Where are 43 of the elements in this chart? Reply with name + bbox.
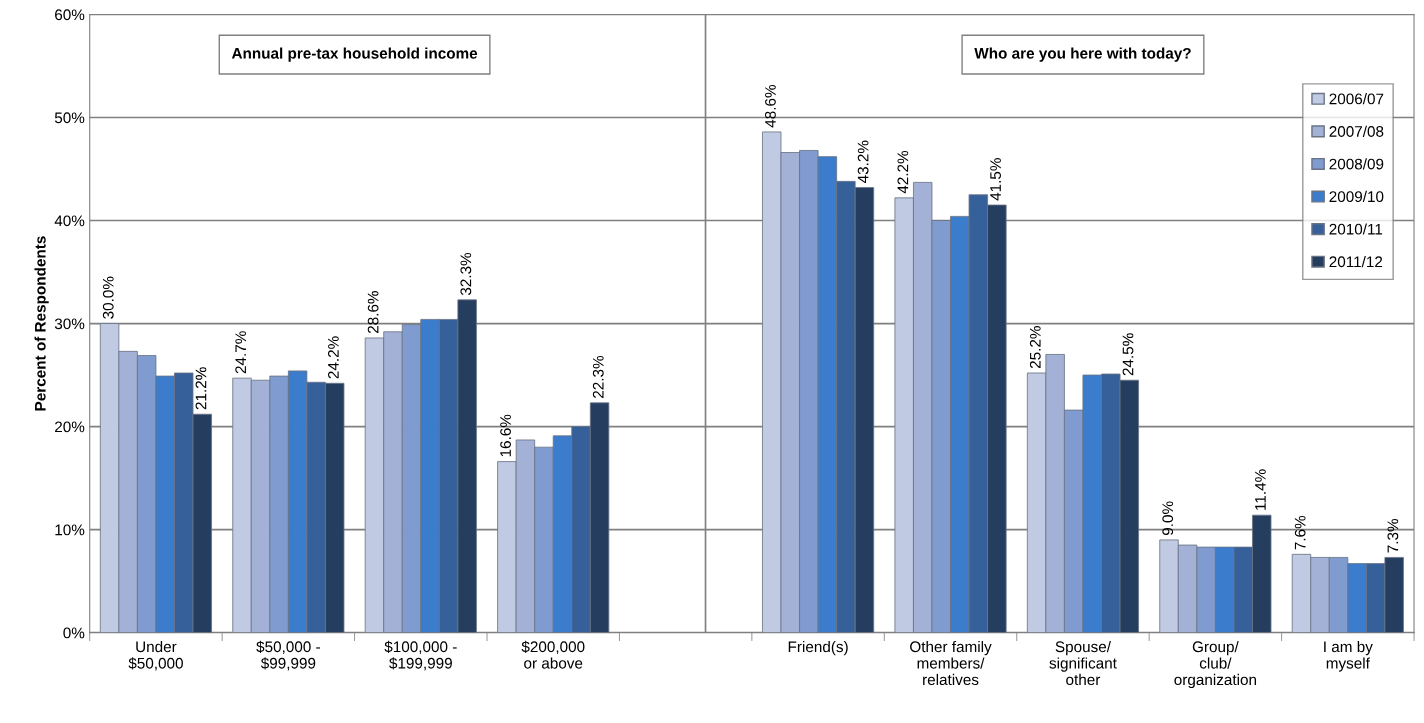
y-tick-label: 60%	[55, 9, 85, 21]
y-tick-label: 40%	[54, 215, 85, 227]
data-label: 42.2%	[897, 150, 909, 194]
data-label: 7.3%	[1387, 518, 1399, 553]
data-label: 16.6%	[500, 414, 511, 457]
x-tick-label: I am by myself	[1324, 640, 1373, 672]
data-label: 30.0%	[102, 276, 114, 319]
data-label: 24.7%	[235, 331, 247, 374]
data-label: 22.3%	[592, 355, 604, 398]
x-tick-label: Friend(s)	[788, 640, 848, 656]
y-tick-label: 30%	[54, 318, 85, 330]
data-label: 28.6%	[367, 291, 379, 334]
annotation: Annual pre-tax household income	[231, 47, 478, 62]
legend-label: 2007/08	[1329, 125, 1384, 137]
data-label: 25.2%	[1029, 326, 1041, 369]
x-tick-label: $200,000 or above	[521, 640, 585, 669]
data-label: 43.2%	[857, 140, 869, 184]
legend-label: 2011/12	[1329, 255, 1383, 268]
x-tick-label: Group/ club/ organization	[1174, 640, 1257, 689]
data-label: 9.0%	[1162, 501, 1174, 536]
data-label: 32.3%	[460, 252, 472, 296]
x-tick-label: Other family members/ relatives	[910, 640, 992, 686]
data-label: 7.6%	[1294, 515, 1306, 550]
legend-label: 2008/09	[1329, 158, 1384, 170]
legend-label: 2006/07	[1329, 93, 1384, 105]
y-axis-title: Percent of Respondents	[34, 236, 49, 411]
annotation: Who are you here with today?	[974, 47, 1191, 62]
x-tick-label: $100,000 - $199,999	[384, 640, 457, 671]
x-tick-label: $50,000 - $99,999	[256, 640, 320, 671]
y-tick-label: 10%	[55, 524, 85, 536]
data-label: 21.2%	[195, 367, 207, 410]
data-label: 11.4%	[1255, 469, 1266, 510]
data-label: 24.5%	[1122, 333, 1134, 376]
legend-label: 2010/11	[1329, 223, 1383, 235]
y-tick-label: 20%	[55, 421, 85, 433]
x-tick-label: Spouse/ significant other	[1049, 640, 1117, 686]
data-label: 24.2%	[327, 336, 339, 379]
y-tick-label: 0%	[63, 627, 85, 639]
x-tick-label: Under $50,000	[128, 640, 183, 671]
data-label: 48.6%	[765, 84, 776, 128]
legend-label: 2009/10	[1329, 190, 1384, 203]
data-label: 41.5%	[990, 158, 1001, 201]
y-tick-label: 50%	[54, 112, 85, 124]
